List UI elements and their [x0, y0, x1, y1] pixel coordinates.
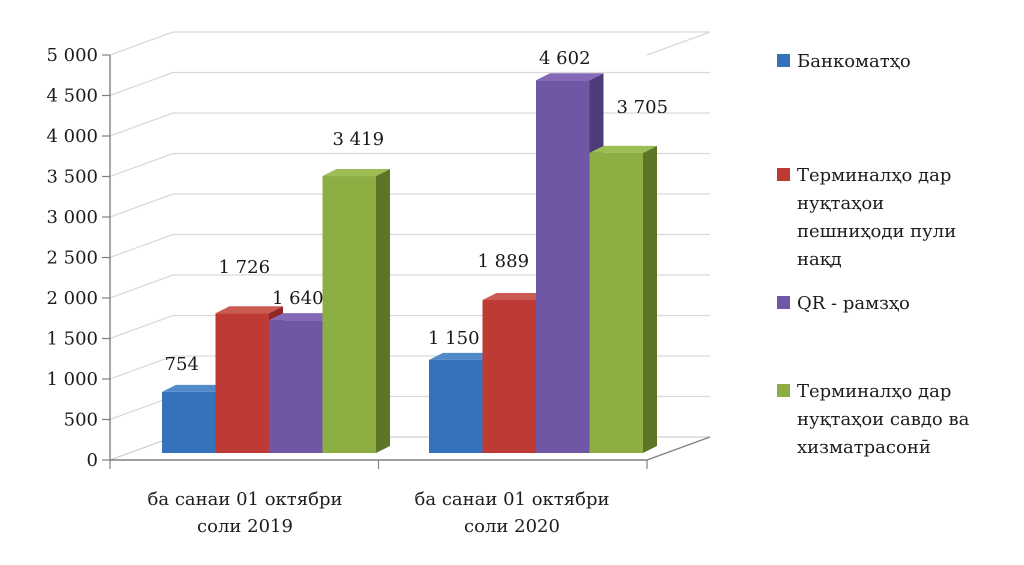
- y-tick-label: 4 500: [46, 86, 98, 107]
- bar-side-s3-c1: [643, 145, 657, 453]
- y-tick-label: 0: [87, 450, 98, 471]
- data-label: 1 726: [218, 257, 270, 278]
- legend-label: Терминалҳо дар нуқтаҳои пешниҳоди пули н…: [797, 165, 957, 270]
- bar-s0-c1: [429, 359, 483, 453]
- bar-top-s2-c1: [536, 73, 604, 81]
- data-label: 754: [165, 354, 199, 375]
- data-label: 1 150: [428, 328, 480, 349]
- y-tick-label: 2 000: [46, 288, 98, 309]
- legend-item-terminals-cash: Терминалҳо дар нуқтаҳои пешниҳоди пули н…: [777, 162, 956, 274]
- y-tick-label: 1 000: [46, 369, 98, 390]
- chart-legend: Банкоматҳо Терминалҳо дар нуқтаҳои пешни…: [777, 0, 1007, 565]
- bar-s1-c1: [482, 299, 536, 453]
- bar-s0-c0: [162, 391, 216, 453]
- bar-s1-c0: [215, 313, 269, 453]
- legend-item-qr-codes: QR - рамзҳо: [777, 290, 910, 318]
- y-tick-label: 500: [64, 410, 98, 431]
- legend-swatch-green-icon: [777, 384, 790, 397]
- legend-label: Банкоматҳо: [797, 51, 911, 72]
- bar-top-s1-c1: [482, 292, 550, 300]
- gridline: [109, 152, 710, 178]
- gridline: [109, 112, 710, 137]
- bar-s2-c0: [269, 320, 323, 453]
- bar-top-s1-c0: [215, 306, 283, 314]
- data-label: 4 602: [539, 48, 591, 69]
- legend-item-terminals-trade: Терминалҳо дар нуқтаҳои савдо ва хизматр…: [777, 378, 969, 462]
- x-axis-depth-edge: [646, 436, 711, 461]
- gridline: [109, 233, 710, 259]
- legend-item-bankomatho: Банкоматҳо: [777, 48, 911, 76]
- gridline: [109, 274, 710, 299]
- gridline: [109, 193, 710, 218]
- bar-top-s2-c0: [269, 313, 337, 321]
- legend-swatch-red-icon: [777, 168, 790, 181]
- y-tick-label: 5 000: [46, 45, 98, 66]
- gridline: [109, 31, 710, 56]
- y-tick-label: 4 000: [46, 126, 98, 147]
- category-label-2019: ба санаи 01 октябри соли 2019: [147, 489, 343, 537]
- bar-top-s3-c1: [589, 145, 657, 153]
- ceiling-edge: [646, 31, 711, 56]
- bar-side-s3-c0: [376, 169, 390, 453]
- bar-s3-c0: [322, 176, 376, 453]
- y-tick-label: 3 500: [46, 167, 98, 188]
- bar-top-s3-c0: [322, 169, 390, 177]
- bar-top-s0-c0: [162, 384, 230, 392]
- legend-swatch-purple-icon: [777, 296, 790, 309]
- category-label-2020: ба санаи 01 октябри соли 2020: [414, 489, 610, 537]
- legend-swatch-blue-icon: [777, 54, 790, 67]
- data-label: 1 889: [477, 251, 529, 272]
- y-tick-label: 3 000: [46, 207, 98, 228]
- bar-top-s0-c1: [429, 352, 497, 360]
- y-tick-label: 1 500: [46, 329, 98, 350]
- legend-label: QR - рамзҳо: [797, 293, 910, 314]
- bar-s3-c1: [589, 152, 643, 453]
- gridline: [109, 71, 710, 97]
- data-label: 3 705: [616, 97, 668, 118]
- data-label: 3 419: [332, 129, 384, 150]
- legend-label: Терминалҳо дар нуқтаҳои савдо ва хизматр…: [797, 381, 970, 458]
- y-tick-label: 2 500: [46, 248, 98, 269]
- data-label: 1 640: [272, 288, 324, 309]
- bar-s2-c1: [536, 80, 590, 453]
